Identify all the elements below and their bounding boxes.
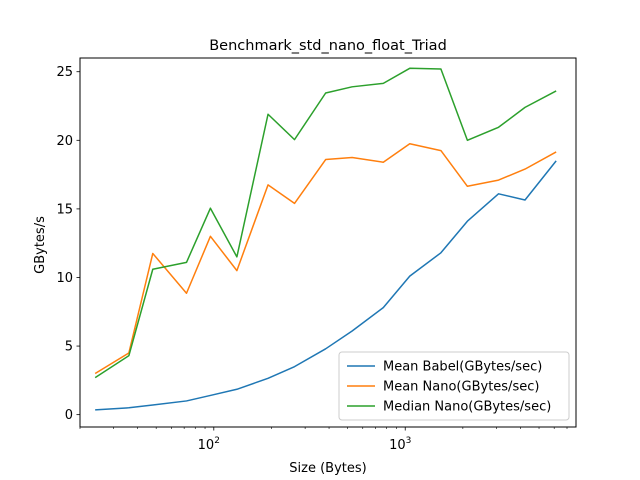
y-tick-label: 0: [65, 408, 73, 423]
x-tick-label-exponent: 3: [406, 436, 412, 446]
x-tick-label-base: 10: [389, 438, 406, 453]
chart-title: Benchmark_std_nano_float_Triad: [209, 38, 447, 54]
legend: Mean Babel(GBytes/sec) Mean Nano(GBytes/s…: [338, 351, 570, 421]
y-tick-label: 5: [65, 340, 73, 355]
y-tick-label: 25: [56, 65, 73, 80]
y-tick-label: 20: [56, 134, 73, 149]
y-axis-label: GBytes/s: [33, 216, 48, 274]
series-line: [94, 142, 557, 375]
x-tick-label-exponent: 2: [214, 436, 220, 446]
y-tick-label: 15: [56, 202, 73, 217]
series-line: [95, 160, 557, 411]
y-tick-label: 10: [56, 271, 73, 286]
x-tick-label: 103: [389, 436, 411, 453]
legend-label: Mean Babel(GBytes/sec): [383, 360, 542, 375]
x-tick-label: 102: [198, 436, 220, 453]
plot-frame: [79, 57, 577, 428]
legend-label: Median Nano(GBytes/sec): [383, 400, 551, 415]
x-tick-label-base: 10: [198, 438, 215, 453]
plot-lines: [94, 67, 557, 411]
series-line: [94, 67, 557, 379]
legend-box: [338, 351, 570, 421]
legend-label: Mean Nano(GBytes/sec): [383, 380, 539, 395]
x-axis-label: Size (Bytes): [289, 461, 366, 476]
